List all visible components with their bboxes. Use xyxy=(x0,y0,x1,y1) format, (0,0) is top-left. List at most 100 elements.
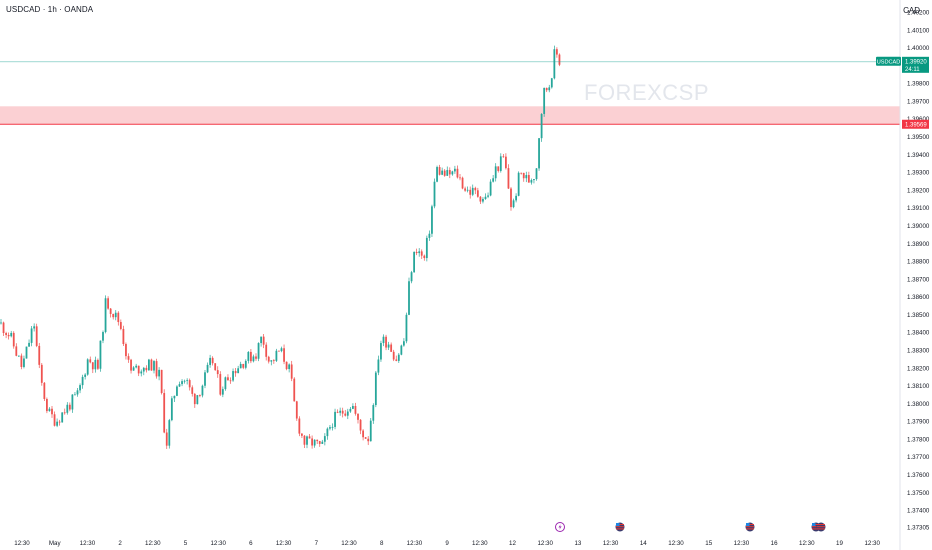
candle xyxy=(99,340,102,372)
candle xyxy=(219,371,222,396)
candle xyxy=(545,87,548,93)
candle-body xyxy=(104,298,107,333)
candle xyxy=(290,360,293,382)
us-flag-icon[interactable] xyxy=(615,522,625,532)
candle-body xyxy=(326,428,329,437)
candle xyxy=(466,186,469,193)
candle xyxy=(244,359,247,370)
candle-body xyxy=(0,322,2,324)
candle xyxy=(132,366,135,371)
candle xyxy=(357,413,359,424)
x-tick-label: 12:30 xyxy=(276,540,292,547)
candle-body xyxy=(191,387,194,394)
candle xyxy=(397,353,400,363)
candle xyxy=(438,164,441,176)
candle xyxy=(464,186,466,192)
candle-body xyxy=(158,369,160,377)
candle-body xyxy=(2,322,5,334)
candle xyxy=(410,270,413,284)
candle xyxy=(364,436,367,439)
candle xyxy=(316,439,319,445)
candle-body xyxy=(469,189,472,195)
candle-body xyxy=(201,385,204,396)
candle-body xyxy=(275,350,278,361)
candle-body xyxy=(61,412,64,423)
candle-body xyxy=(446,170,449,176)
time-axis[interactable]: 12:30 May 12:30 2 12:30 5 12:30 6 12:30 7 12:30 8 12… xyxy=(14,540,880,547)
x-tick-label: 6 xyxy=(249,540,253,547)
candle-body xyxy=(66,404,69,413)
flag-stripe xyxy=(746,526,754,528)
candle-body xyxy=(339,410,342,413)
candle-body xyxy=(507,168,510,189)
candle-body xyxy=(448,170,451,175)
candle-body xyxy=(114,312,117,318)
candle-body xyxy=(285,361,288,370)
candle xyxy=(517,171,520,197)
candle xyxy=(234,367,237,377)
economic-events[interactable] xyxy=(555,522,826,532)
y-tick-label: 1.39200 xyxy=(907,187,930,194)
candle xyxy=(201,384,204,398)
y-tick-label: 1.39500 xyxy=(907,134,930,141)
candle xyxy=(334,408,336,430)
candle xyxy=(117,311,120,326)
candle-body xyxy=(530,180,533,183)
us-flag-icon[interactable] xyxy=(811,522,826,532)
candle-body xyxy=(344,413,347,416)
candle xyxy=(507,164,510,189)
flag-stripe xyxy=(812,528,820,530)
candle-body xyxy=(321,441,324,444)
symbol-title[interactable]: USDCAD · 1h · OANDA xyxy=(6,5,94,14)
flag-stripe xyxy=(746,528,754,530)
candle xyxy=(265,342,268,361)
candle-body xyxy=(74,394,76,396)
x-tick-label: 12:30 xyxy=(210,540,226,547)
candle-body xyxy=(135,365,138,368)
candle-body xyxy=(7,334,10,337)
candle-body xyxy=(418,251,421,254)
lightning-icon[interactable] xyxy=(555,522,565,532)
candle-body xyxy=(107,298,109,309)
candle xyxy=(385,334,387,351)
candle-body xyxy=(306,436,308,445)
candle xyxy=(270,360,273,366)
flag-stripe xyxy=(817,528,825,530)
candle-body xyxy=(288,364,291,370)
candle-body xyxy=(33,326,36,329)
candle-body xyxy=(487,195,489,197)
candle-body xyxy=(451,171,454,175)
candle xyxy=(173,395,176,402)
candle-body xyxy=(352,405,354,409)
candle-body xyxy=(354,405,357,414)
candle xyxy=(550,77,553,89)
flag-stripe xyxy=(616,528,624,530)
candle xyxy=(114,310,117,321)
candle xyxy=(79,383,81,394)
y-tick-label: 1.38500 xyxy=(907,312,930,319)
flag-stripe xyxy=(817,526,825,528)
candle xyxy=(216,366,219,378)
candle xyxy=(10,330,13,338)
candle xyxy=(489,179,492,197)
candle-body xyxy=(76,390,79,395)
candle xyxy=(183,379,186,384)
y-tick-label: 1.37700 xyxy=(907,454,930,461)
candle-body xyxy=(369,420,372,442)
candle xyxy=(425,235,428,262)
candle xyxy=(275,348,278,363)
candle-body xyxy=(525,175,528,179)
us-flag-icon[interactable] xyxy=(745,522,755,532)
price-axis[interactable]: 1.40200 1.40100 1.40000 1.39800 1.39700 1.396… xyxy=(899,0,930,550)
candle-body xyxy=(79,385,81,391)
candle-body xyxy=(400,345,403,355)
candle xyxy=(502,153,505,158)
candle xyxy=(76,387,79,397)
candle xyxy=(53,411,56,427)
candle xyxy=(423,254,426,261)
candle xyxy=(497,166,500,173)
candle xyxy=(242,363,245,370)
candle xyxy=(359,418,362,435)
candle-body xyxy=(20,355,23,367)
